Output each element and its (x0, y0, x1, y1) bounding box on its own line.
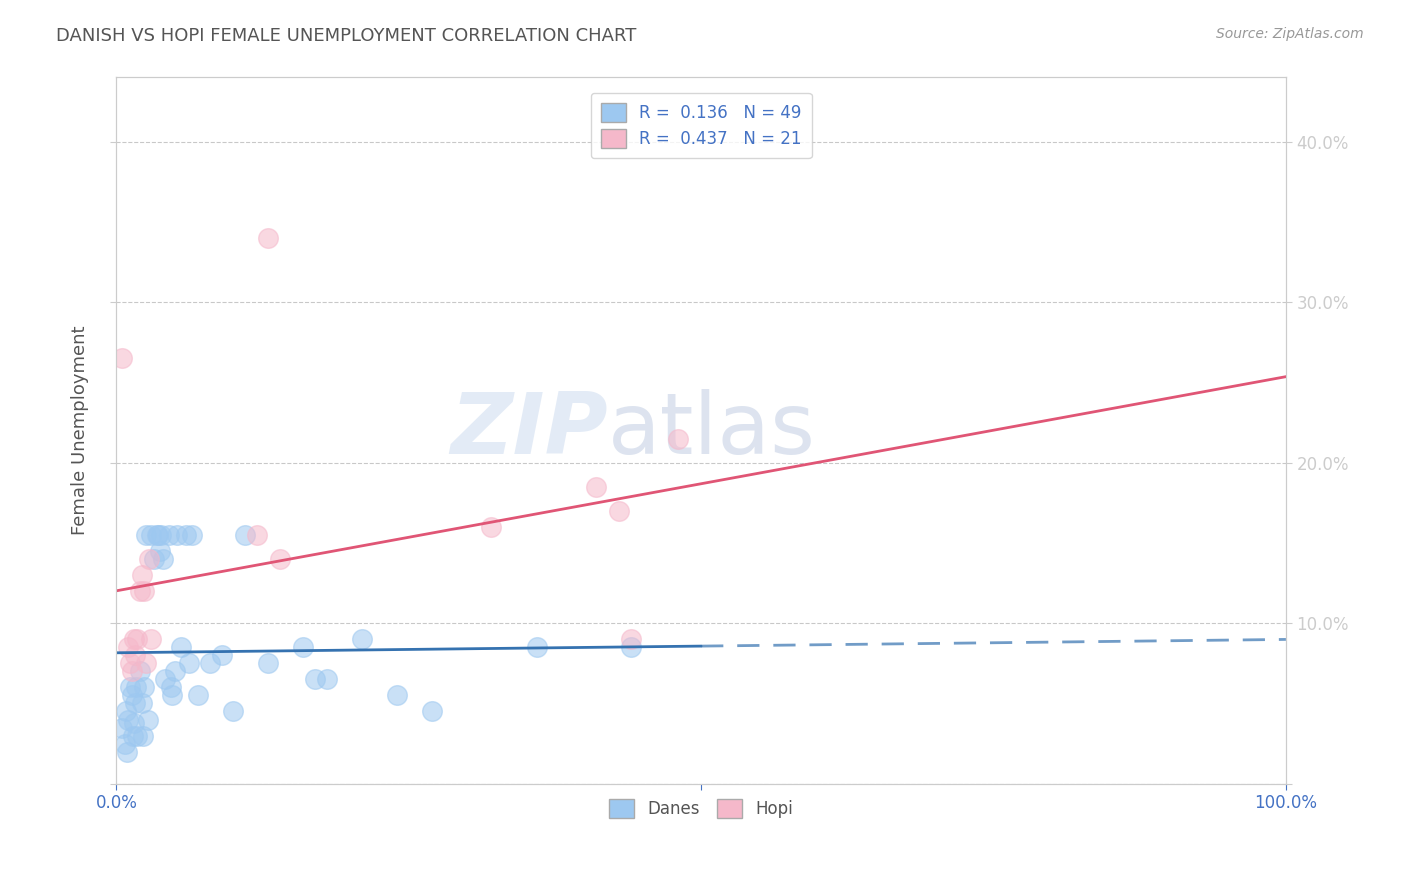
Point (620, 640, 643, 655)
Point (132, 729, 155, 743)
Point (114, 705, 136, 719)
Point (181, 528, 204, 542)
Point (121, 729, 143, 743)
Text: Source: ZipAtlas.com: Source: ZipAtlas.com (1216, 27, 1364, 41)
Point (157, 528, 180, 542)
Point (148, 528, 170, 542)
Point (526, 640, 548, 655)
Point (127, 729, 149, 743)
Point (176, 528, 198, 542)
Point (198, 657, 221, 671)
Point (585, 480, 607, 494)
Point (246, 528, 269, 542)
Point (304, 673, 326, 687)
Point (128, 584, 150, 599)
Point (257, 657, 280, 671)
Point (292, 640, 315, 655)
Point (166, 528, 188, 542)
Point (257, 231, 280, 245)
Point (155, 673, 177, 687)
Point (134, 584, 156, 599)
Point (666, 432, 689, 446)
Point (111, 721, 134, 735)
Point (141, 632, 163, 647)
Point (120, 657, 142, 671)
Point (115, 745, 138, 759)
Point (128, 665, 150, 679)
Point (125, 681, 148, 695)
Point (135, 657, 157, 671)
Text: ZIP: ZIP (450, 389, 607, 472)
Point (162, 689, 184, 703)
Point (222, 705, 245, 719)
Point (152, 552, 174, 566)
Point (111, 351, 134, 366)
Point (142, 552, 165, 566)
Point (479, 520, 502, 534)
Point (124, 648, 146, 663)
Point (160, 681, 183, 695)
Point (136, 713, 159, 727)
Point (141, 528, 163, 542)
Y-axis label: Female Unemployment: Female Unemployment (72, 326, 89, 535)
Point (121, 689, 143, 703)
Point (233, 528, 256, 542)
Point (117, 640, 139, 655)
Point (120, 681, 142, 695)
Point (385, 689, 408, 703)
Point (163, 665, 186, 679)
Point (131, 697, 153, 711)
Point (134, 681, 156, 695)
Point (122, 715, 145, 730)
Point (117, 713, 139, 727)
Point (149, 544, 172, 558)
Point (211, 648, 233, 663)
Point (114, 737, 136, 751)
Point (121, 665, 143, 679)
Point (124, 697, 146, 711)
Point (127, 632, 149, 647)
Point (131, 568, 153, 582)
Point (135, 528, 157, 542)
Point (620, 632, 643, 647)
Point (607, 504, 630, 518)
Point (187, 689, 209, 703)
Point (122, 632, 145, 647)
Legend: Danes, Hopi: Danes, Hopi (603, 792, 800, 825)
Point (315, 673, 337, 687)
Point (169, 640, 191, 655)
Point (420, 705, 443, 719)
Text: atlas: atlas (607, 389, 815, 472)
Point (146, 528, 169, 542)
Text: DANISH VS HOPI FEMALE UNEMPLOYMENT CORRELATION CHART: DANISH VS HOPI FEMALE UNEMPLOYMENT CORRE… (56, 27, 637, 45)
Point (350, 632, 373, 647)
Point (138, 552, 160, 566)
Point (149, 528, 172, 542)
Point (177, 657, 200, 671)
Point (269, 552, 291, 566)
